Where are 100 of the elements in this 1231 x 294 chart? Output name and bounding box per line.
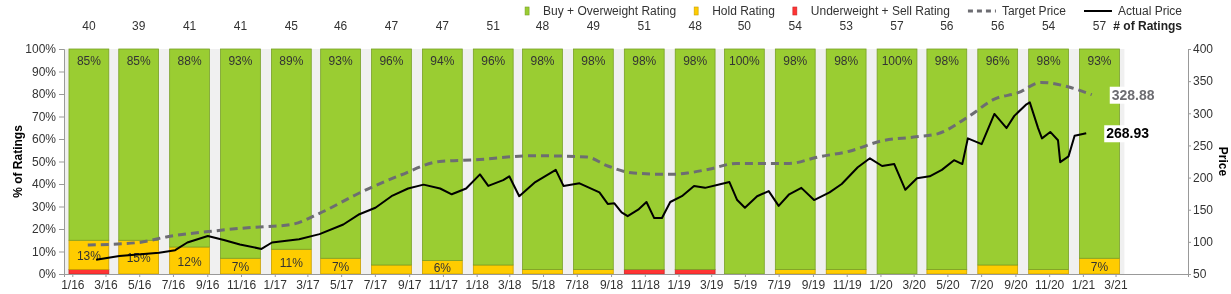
x-tick-label: 7/18 <box>565 277 590 292</box>
x-tick-label: 9/20 <box>1004 277 1028 292</box>
bar <box>472 48 514 266</box>
data-label: 96% <box>481 54 506 68</box>
text: 57 <box>890 19 905 33</box>
x-tick-label: 1/19 <box>667 277 692 292</box>
y2-tick-label: 100 <box>1193 235 1214 250</box>
data-label: 93% <box>1087 54 1112 68</box>
data-label: 13% <box>76 248 102 263</box>
y2-tick-label: 250 <box>1193 138 1214 153</box>
x-tick-label: 1/16 <box>61 277 85 292</box>
text: 56 <box>991 19 1005 33</box>
x-tick-label: 3/17 <box>296 277 320 292</box>
x-tick-label: 9/18 <box>599 277 624 292</box>
data-label: 11% <box>279 255 304 270</box>
data-label: 98% <box>581 54 606 68</box>
data-label: 85% <box>76 54 102 68</box>
text: 54 <box>788 19 803 33</box>
data-label: 94% <box>430 54 455 68</box>
data-label: 7% <box>331 260 350 275</box>
data-label: 98% <box>1036 54 1061 68</box>
x-tick-label: 11/17 <box>428 277 459 292</box>
data-label: 98% <box>834 54 859 68</box>
data-label: 96% <box>379 54 404 68</box>
x-tick-label: 5/17 <box>329 277 354 292</box>
x-tick-label: 7/20 <box>969 277 994 292</box>
text: 40 <box>82 19 96 33</box>
y2-tick-label: 50 <box>1193 267 1207 282</box>
x-tick-label: 3/20 <box>902 277 927 292</box>
text: 48 <box>535 19 550 33</box>
bar <box>371 48 412 266</box>
text: 49 <box>586 19 601 33</box>
bar <box>724 48 765 275</box>
y-tick-label: 70% <box>31 109 57 124</box>
legend-label: Buy + Overweight Rating <box>543 4 677 18</box>
x-tick-label: 3/18 <box>498 277 522 292</box>
y-tick-label: 40% <box>31 177 57 192</box>
x-tick-label: 9/16 <box>196 277 220 292</box>
data-label: 12% <box>177 254 202 269</box>
bar <box>522 48 563 270</box>
data-label: 93% <box>328 54 353 68</box>
bar <box>674 48 716 270</box>
x-tick-label: 1/20 <box>869 277 893 292</box>
text: 56 <box>940 19 954 33</box>
data-label: 85% <box>126 54 152 68</box>
text: 45 <box>284 19 299 33</box>
x-tick-label: 11/19 <box>832 277 863 292</box>
data-label: 6% <box>433 261 452 276</box>
data-label: 88% <box>177 54 202 68</box>
x-tick-label: 5/20 <box>936 277 960 292</box>
bar <box>825 48 867 270</box>
bar <box>573 48 614 270</box>
x-tick-label: 7/16 <box>161 277 186 292</box>
text: 50 <box>737 19 752 33</box>
x-tick-label: 3/16 <box>94 277 118 292</box>
bar <box>926 48 968 270</box>
x-tick-label: 9/17 <box>397 277 422 292</box>
data-label: 98% <box>934 54 960 68</box>
x-tick-label: 5/18 <box>531 277 556 292</box>
y-tick-label: 90% <box>31 64 57 79</box>
bar <box>220 48 261 259</box>
x-tick-label: 1/17 <box>263 277 288 292</box>
y-tick-label: 30% <box>31 199 57 214</box>
bar <box>876 48 918 275</box>
bar <box>320 48 361 259</box>
y-tick-label: 50% <box>31 154 57 169</box>
y-tick-label: 20% <box>31 222 57 237</box>
x-tick-label: 3/21 <box>1104 277 1129 292</box>
text: 53 <box>839 19 854 33</box>
y-tick-label: 0% <box>38 267 57 282</box>
y-axis-title: % of Ratings <box>11 124 25 198</box>
x-tick-label: 7/19 <box>767 277 792 292</box>
bar <box>1028 48 1069 270</box>
y2-axis-title: Price <box>1216 146 1230 177</box>
line-series <box>86 80 1094 247</box>
y-tick-label: 10% <box>31 244 57 259</box>
data-label: 100% <box>729 54 761 68</box>
y-tick-label: 80% <box>31 87 57 102</box>
data-label: 98% <box>783 54 808 68</box>
legend-label: Hold Rating <box>712 4 775 18</box>
bar <box>118 48 159 241</box>
bar <box>977 48 1019 266</box>
text: 48 <box>688 19 703 33</box>
data-label: 268.93 <box>1106 125 1150 142</box>
bar <box>271 48 312 250</box>
x-tick-label: 1/21 <box>1071 277 1096 292</box>
text: 51 <box>486 19 501 33</box>
y-tick-label: 100% <box>25 42 57 57</box>
x-tick-label: 9/19 <box>801 277 826 292</box>
data-label: 7% <box>231 260 250 275</box>
y2-tick-label: 400 <box>1193 42 1214 57</box>
text: # of Ratings <box>1113 19 1183 33</box>
data-label: 328.88 <box>1111 86 1155 103</box>
data-label: 93% <box>228 54 253 68</box>
x-tick-label: 5/19 <box>733 277 758 292</box>
x-tick-label: 7/17 <box>363 277 388 292</box>
x-tick-label: 1/18 <box>465 277 490 292</box>
data-label: 96% <box>985 54 1011 68</box>
bar <box>623 48 665 270</box>
text: 51 <box>637 19 652 33</box>
